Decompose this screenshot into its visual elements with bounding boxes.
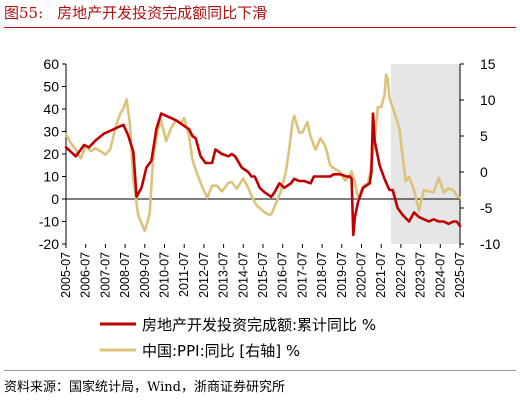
left-tick-label: 40 xyxy=(43,101,59,117)
left-tick-label: 60 xyxy=(43,56,59,72)
x-tick-label: 2019-07 xyxy=(335,252,349,298)
left-tick-label: -20 xyxy=(39,236,59,252)
x-tick-label: 2020-07 xyxy=(355,252,369,298)
left-tick-label: 30 xyxy=(43,124,59,140)
x-tick-label: 2021-07 xyxy=(374,252,388,298)
figure-caption: 房地产开发投资完成额同比下滑 xyxy=(57,4,268,22)
legend: 房地产开发投资完成额:累计同比 % 中国:PPI:同比 [右轴] % xyxy=(100,316,376,360)
investment-line xyxy=(64,112,462,237)
x-tick-label: 2010-07 xyxy=(158,252,172,298)
right-tick-label: 15 xyxy=(480,56,496,72)
legend-label: 房地产开发投资完成额:累计同比 % xyxy=(142,316,376,334)
x-tick-label: 2024-07 xyxy=(433,252,447,298)
source-rule xyxy=(4,370,516,371)
x-tick-label: 2006-07 xyxy=(79,252,93,298)
left-tick-label: 0 xyxy=(51,191,59,207)
ppi-line xyxy=(64,73,462,233)
right-tick-label: 10 xyxy=(480,92,496,108)
x-tick-label: 2016-07 xyxy=(276,252,290,298)
x-tick-label: 2007-07 xyxy=(98,252,112,298)
left-tick-label: 50 xyxy=(43,79,59,95)
x-tick-label: 2008-07 xyxy=(118,252,132,298)
x-tick-label: 2023-07 xyxy=(414,252,428,298)
x-tick-label: 2009-07 xyxy=(138,252,152,298)
x-tick-label: 2005-07 xyxy=(59,252,73,298)
left-tick-label: -10 xyxy=(39,214,59,230)
figure-number: 图55: xyxy=(4,4,44,22)
x-tick-label: 2025-07 xyxy=(453,252,467,298)
source-note: 资料来源：国家统计局，Wind，浙商证券研究所 xyxy=(4,380,285,395)
left-tick-label: 20 xyxy=(43,146,59,162)
x-tick-label: 2015-07 xyxy=(256,252,270,298)
x-tick-label: 2013-07 xyxy=(217,252,231,298)
figure-title: 图55: 房地产开发投资完成额同比下滑 xyxy=(4,2,267,24)
right-tick-label: 5 xyxy=(480,128,488,144)
legend-label: 中国:PPI:同比 [右轴] % xyxy=(142,342,300,360)
left-tick-label: 10 xyxy=(43,169,59,185)
x-tick-label: 2014-07 xyxy=(236,252,250,298)
right-tick-label: -10 xyxy=(480,236,500,252)
x-tick-label: 2012-07 xyxy=(197,252,211,298)
x-tick-label: 2017-07 xyxy=(295,252,309,298)
right-tick-label: 0 xyxy=(480,164,488,180)
right-tick-label: -5 xyxy=(480,200,493,216)
series-layer xyxy=(64,73,462,237)
x-tick-label: 2018-07 xyxy=(315,252,329,298)
title-rule xyxy=(4,27,516,28)
x-tick-label: 2011-07 xyxy=(177,252,191,297)
x-tick-label: 2022-07 xyxy=(394,252,408,298)
